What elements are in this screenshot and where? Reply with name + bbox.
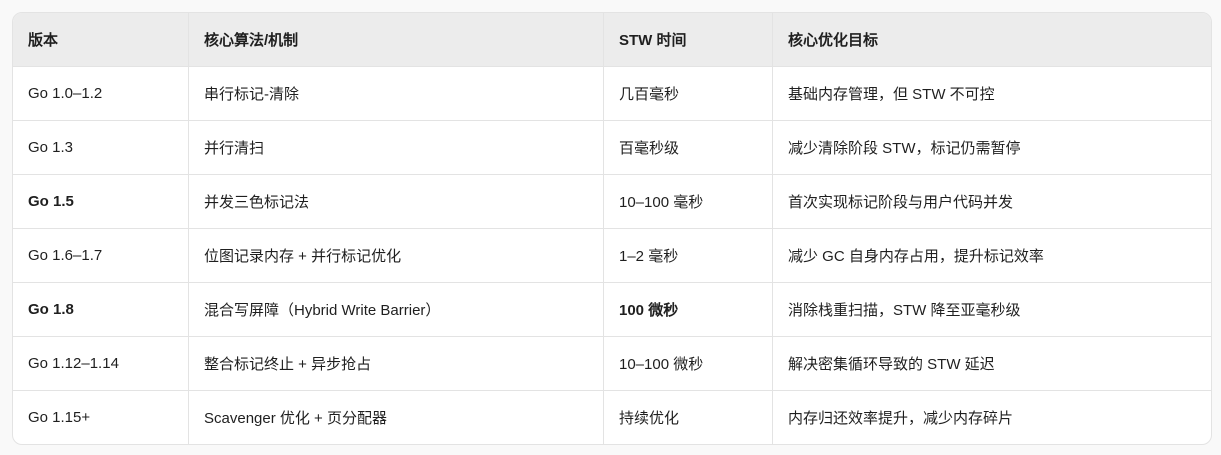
cell-goal: 消除栈重扫描，STW 降至亚毫秒级 <box>772 282 1211 337</box>
cell-algorithm: 并发三色标记法 <box>188 174 604 229</box>
table-row: Go 1.12–1.14 整合标记终止 + 异步抢占 10–100 微秒 解决密集循环… <box>13 336 1211 391</box>
cell-stw: 持续优化 <box>603 390 773 444</box>
cell-version: Go 1.12–1.14 <box>13 336 189 391</box>
cell-version: Go 1.0–1.2 <box>13 66 189 121</box>
header-goal: 核心优化目标 <box>772 13 1211 67</box>
header-version: 版本 <box>13 13 189 67</box>
cell-goal: 减少清除阶段 STW，标记仍需暂停 <box>772 120 1211 175</box>
header-algorithm: 核心算法/机制 <box>188 13 604 67</box>
table-row: Go 1.3 并行清扫 百毫秒级 减少清除阶段 STW，标记仍需暂停 <box>13 120 1211 175</box>
cell-goal: 基础内存管理，但 STW 不可控 <box>772 66 1211 121</box>
cell-algorithm: 整合标记终止 + 异步抢占 <box>188 336 604 391</box>
gc-version-table-container: 版本 核心算法/机制 STW 时间 核心优化目标 Go 1.0–1.2 串行标记-… <box>12 12 1212 445</box>
table-row: Go 1.5 并发三色标记法 10–100 毫秒 首次实现标记阶段与用户代码并发 <box>13 174 1211 229</box>
cell-goal: 内存归还效率提升，减少内存碎片 <box>788 410 1014 427</box>
cell-algorithm: Scavenger 优化 + 页分配器 <box>188 390 604 444</box>
table-row: Go 1.0–1.2 串行标记-清除 几百毫秒 基础内存管理，但 STW 不可控 <box>13 66 1211 121</box>
table-row: Go 1.6–1.7 位图记录内存 + 并行标记优化 1–2 毫秒 减少 GC 自身内… <box>13 228 1211 283</box>
table-header-row: 版本 核心算法/机制 STW 时间 核心优化目标 <box>13 13 1211 67</box>
cell-version: Go 1.3 <box>13 120 189 175</box>
cell-version: Go 1.6–1.7 <box>13 228 189 283</box>
cell-goal: 首次实现标记阶段与用户代码并发 <box>772 174 1211 229</box>
cell-goal: 减少 GC 自身内存占用，提升标记效率 <box>772 228 1211 283</box>
cell-stw: 1–2 毫秒 <box>603 228 773 283</box>
cell-algorithm: 并行清扫 <box>188 120 604 175</box>
cell-algorithm: 串行标记-清除 <box>188 66 604 121</box>
cell-stw: 10–100 毫秒 <box>603 174 773 229</box>
cell-version: Go 1.5 <box>13 174 189 229</box>
gc-version-table: 版本 核心算法/机制 STW 时间 核心优化目标 Go 1.0–1.2 串行标记-… <box>13 13 1211 444</box>
cell-version: Go 1.8 <box>13 282 189 337</box>
cell-stw: 百毫秒级 <box>603 120 773 175</box>
cell-stw: 几百毫秒 <box>603 66 773 121</box>
table-row: Go 1.15+ Scavenger 优化 + 页分配器 持续优化 内存归还效率提升，… <box>13 390 1211 444</box>
cell-stw: 100 微秒 <box>603 282 773 337</box>
cell-algorithm: 混合写屏障（Hybrid Write Barrier） <box>188 282 604 337</box>
cell-goal: 解决密集循环导致的 STW 延迟 <box>772 336 1211 391</box>
table-row: Go 1.8 混合写屏障（Hybrid Write Barrier） 100 微秒消… <box>13 282 1211 337</box>
cell-stw: 10–100 微秒 <box>603 336 773 391</box>
cell-version: Go 1.15+ <box>13 390 189 444</box>
header-stw: STW 时间 <box>603 13 773 67</box>
cell-algorithm: 位图记录内存 + 并行标记优化 <box>188 228 604 283</box>
